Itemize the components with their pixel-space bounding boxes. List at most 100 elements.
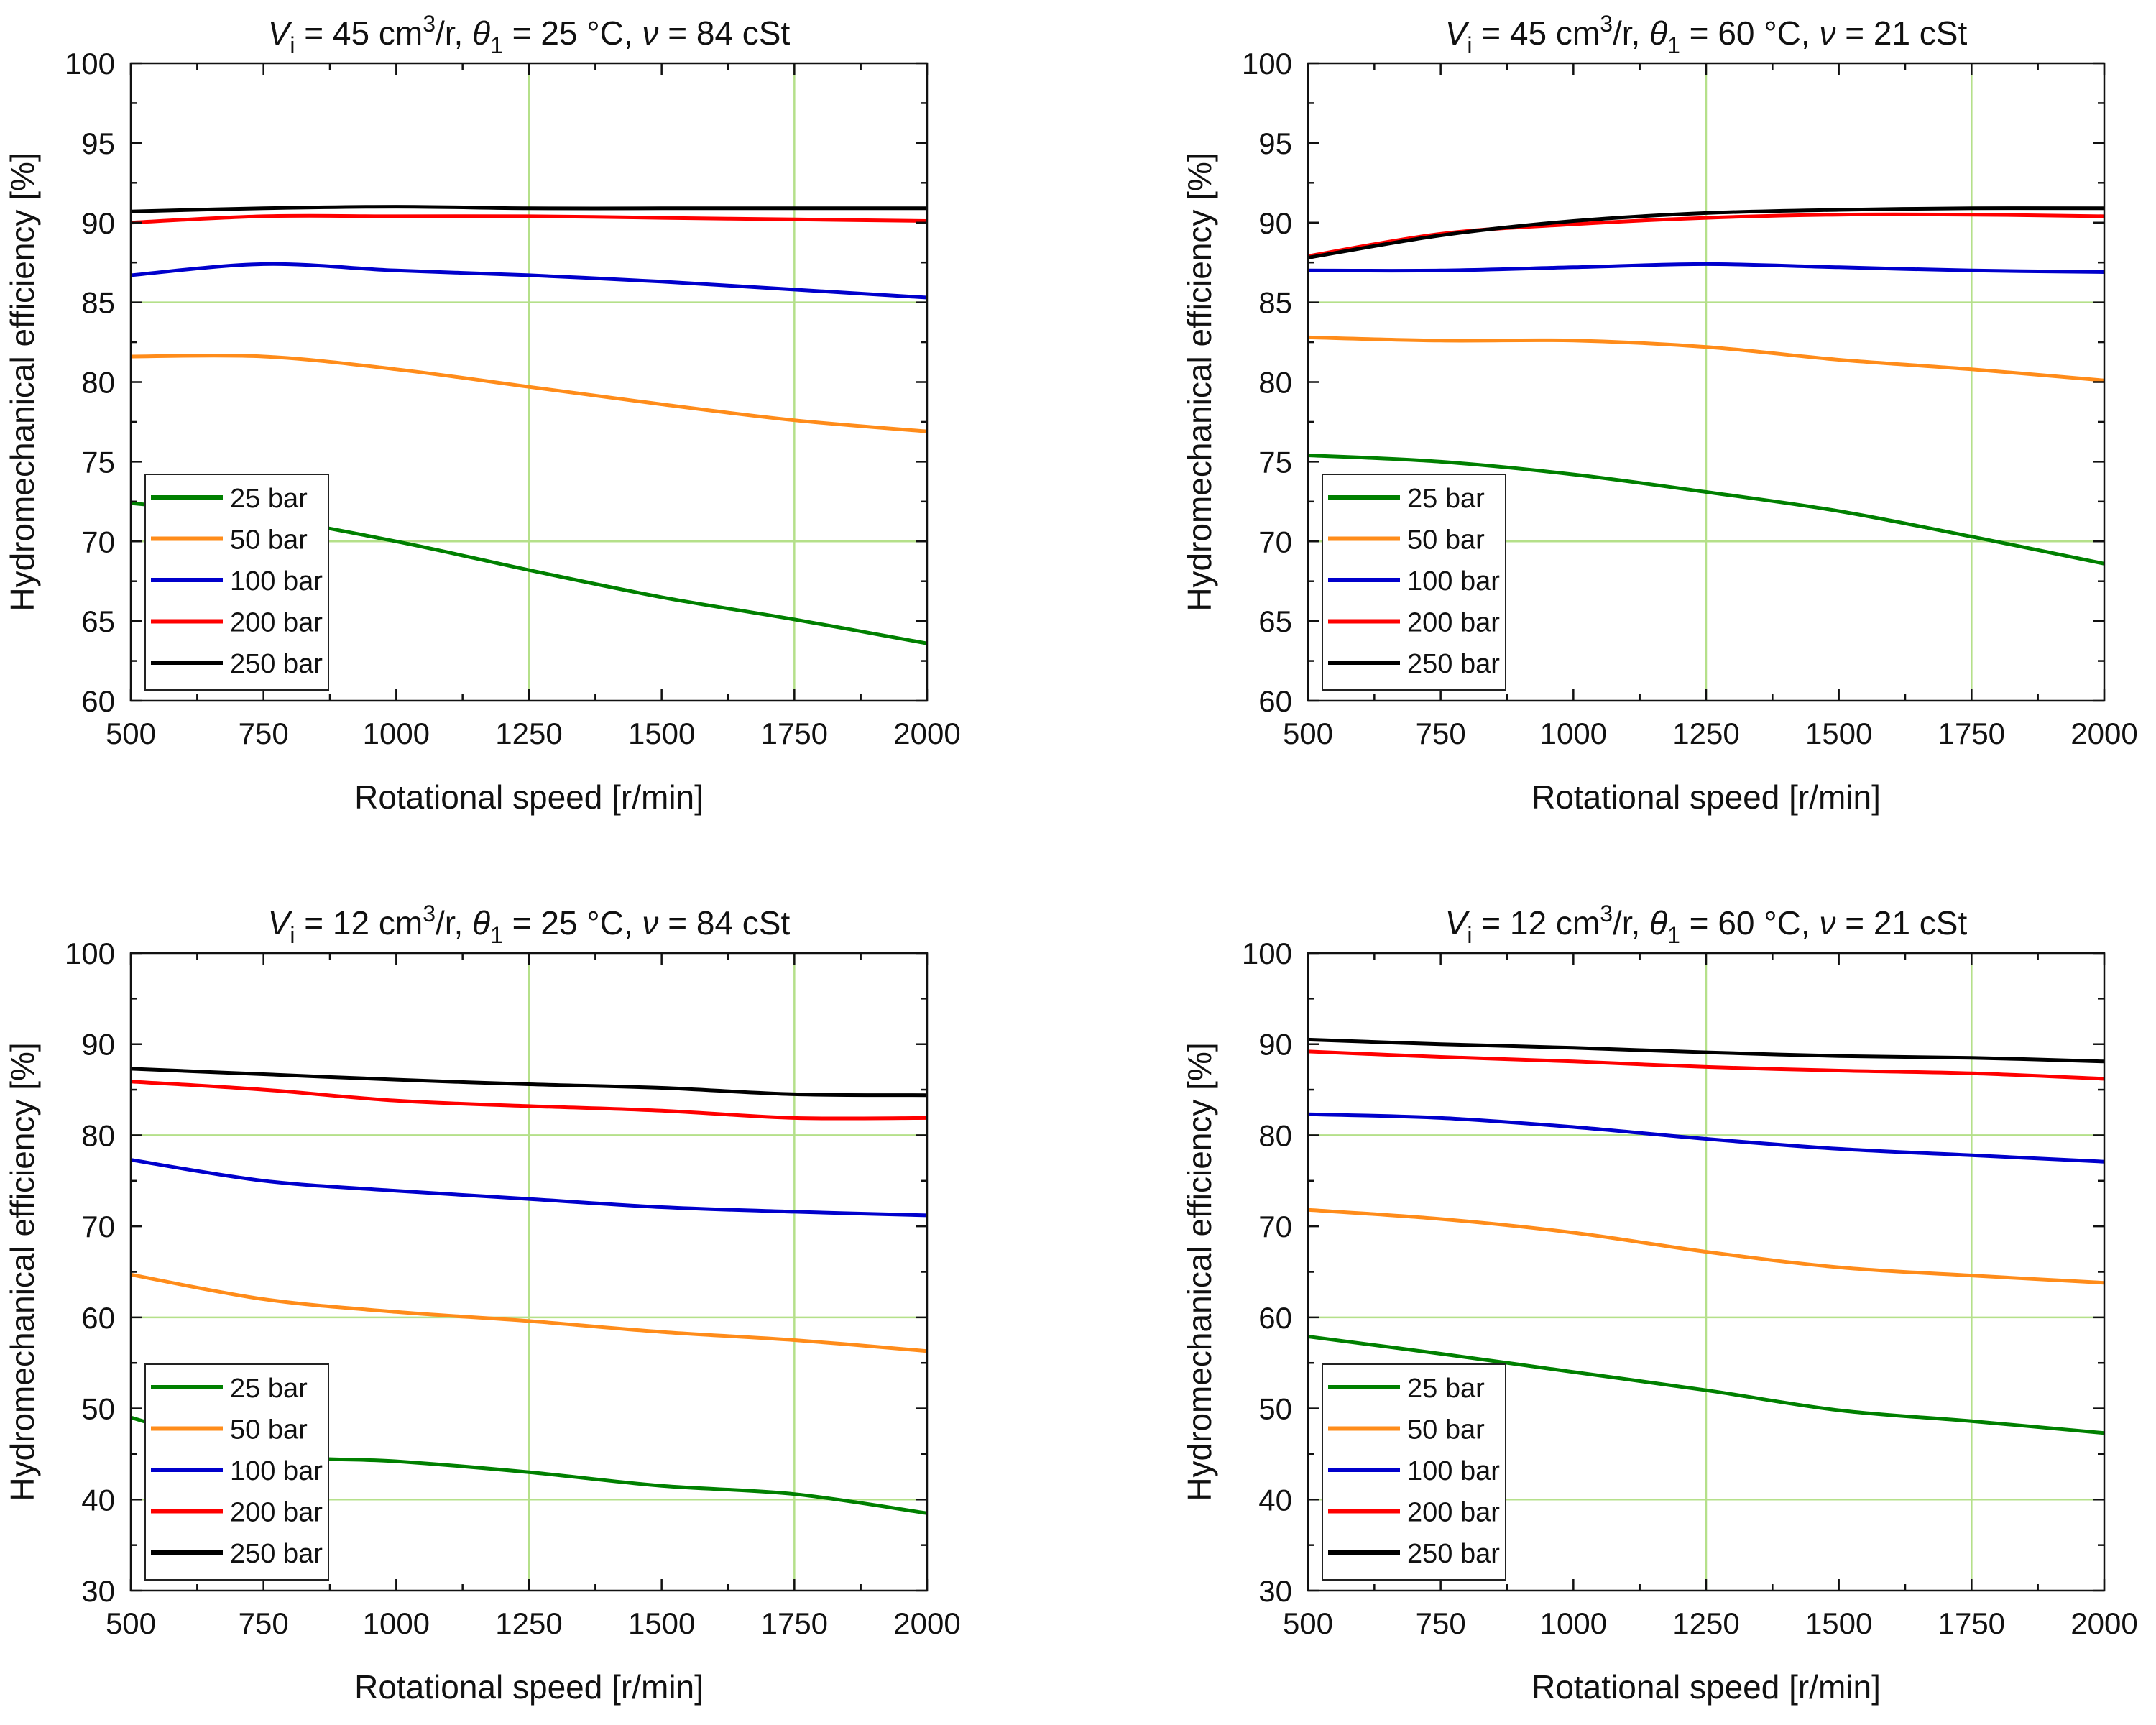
chart-title-part: ν	[642, 904, 658, 942]
chart-title-part: θ	[1649, 904, 1667, 942]
series-line-250-bar	[131, 205, 927, 213]
x-tick-label: 2000	[2070, 1606, 2137, 1640]
chart-title-part: V	[268, 14, 293, 52]
chart-title-part: = 84 cSt	[658, 904, 790, 942]
series-line-100-bar	[1308, 1112, 2104, 1164]
chart-panel-4: 500 750 1000 1250 1500 1750 2000 30 40 50 60 70 80 90…	[1181, 901, 2138, 1706]
y-tick-label: 85	[1258, 286, 1292, 320]
x-tick-label: 500	[1283, 717, 1333, 750]
series-line-50-bar	[131, 354, 927, 433]
y-tick-label: 65	[1258, 604, 1292, 638]
y-tick-label: 30	[1258, 1574, 1292, 1608]
y-tick-label: 65	[81, 604, 115, 638]
y-tick-label: 60	[1258, 684, 1292, 718]
x-tick-label: 1000	[1540, 717, 1607, 750]
legend-label: 250 bar	[1407, 649, 1500, 679]
series-line-50-bar	[1308, 1208, 2104, 1285]
x-tick-label: 750	[239, 1606, 289, 1640]
x-tick-label: 750	[1416, 1606, 1466, 1640]
x-tick-label: 1750	[761, 1606, 828, 1640]
series-line-50-bar	[1308, 335, 2104, 382]
chart-title-part: = 12 cm	[1473, 904, 1600, 942]
x-tick-label: 1500	[1805, 717, 1872, 750]
chart-title-part: ν	[642, 14, 658, 52]
x-tick-label: 1250	[1672, 717, 1739, 750]
chart-title-part: = 45 cm	[1473, 14, 1600, 52]
chart-title-part: ν	[1819, 14, 1835, 52]
legend-label: 250 bar	[1407, 1539, 1500, 1569]
legend-label: 100 bar	[1407, 1456, 1500, 1486]
legend-label: 50 bar	[230, 1415, 308, 1445]
chart-title: Vi = 12 cm3/r, θ1 = 60 °C, ν = 21 cSt	[1445, 901, 1968, 948]
chart-title-part: /r,	[436, 904, 472, 942]
chart-title-part: = 21 cSt	[1835, 14, 1967, 52]
x-tick-label: 1250	[495, 717, 562, 750]
y-tick-label: 100	[1242, 47, 1292, 80]
x-axis-label: Rotational speed [r/min]	[1531, 778, 1881, 816]
chart-title-part: 1	[490, 32, 503, 58]
chart-title-part: /r,	[436, 14, 472, 52]
y-tick-label: 90	[81, 1028, 115, 1062]
chart-title-part: = 25 °C,	[503, 14, 642, 52]
legend-label: 200 bar	[1407, 1498, 1500, 1528]
y-tick-label: 40	[1258, 1483, 1292, 1517]
y-tick-label: 100	[1242, 937, 1292, 970]
legend-label: 50 bar	[1407, 525, 1485, 556]
y-tick-label: 70	[81, 525, 115, 558]
chart-title-part: 3	[423, 901, 436, 926]
chart-title: Vi = 45 cm3/r, θ1 = 25 °C, ν = 84 cSt	[268, 11, 791, 58]
x-tick-label: 2000	[893, 717, 960, 750]
chart-title-part: 1	[1667, 922, 1680, 948]
chart-title-part: ν	[1819, 904, 1835, 942]
y-tick-label: 50	[1258, 1392, 1292, 1426]
x-tick-label: 1250	[1672, 1606, 1739, 1640]
x-tick-label: 1500	[628, 717, 695, 750]
y-tick-label: 80	[81, 366, 115, 400]
chart-panel-2: 500 750 1000 1250 1500 1750 2000 60 65 70 75 80 85 90…	[1181, 11, 2138, 816]
series-line-100-bar	[1308, 262, 2104, 274]
y-axis-label: Hydromechanical efficiency [%]	[1181, 1042, 1218, 1501]
series-line-25-bar	[1308, 1335, 2104, 1435]
chart-title-part: = 25 °C,	[503, 904, 642, 942]
series-line-250-bar	[1308, 1037, 2104, 1064]
y-tick-label: 100	[65, 937, 115, 970]
y-tick-label: 60	[1258, 1301, 1292, 1335]
x-tick-label: 1000	[1540, 1606, 1607, 1640]
series-line-25-bar	[1308, 454, 2104, 566]
chart-panel-3: 500 750 1000 1250 1500 1750 2000 30 40 50 60 70 80 90…	[4, 901, 961, 1706]
chart-title-part: = 84 cSt	[658, 14, 790, 52]
y-tick-label: 70	[1258, 525, 1292, 558]
chart-title-part: = 45 cm	[295, 14, 423, 52]
chart-title-part: 3	[1600, 901, 1613, 926]
legend: 25 bar 50 bar 100 bar 200 bar 250 bar	[1322, 474, 1506, 691]
legend-label: 200 bar	[230, 1498, 323, 1528]
y-tick-label: 80	[1258, 366, 1292, 400]
y-axis-label: Hydromechanical efficiency [%]	[1181, 152, 1218, 611]
series-line-250-bar	[1308, 206, 2104, 259]
chart-title-part: i	[1467, 32, 1472, 58]
chart-title-part: i	[290, 32, 295, 58]
x-axis-label: Rotational speed [r/min]	[1531, 1668, 1881, 1706]
legend-label: 25 bar	[230, 484, 308, 514]
y-tick-label: 85	[81, 286, 115, 320]
chart-title-part: = 60 °C,	[1680, 904, 1820, 942]
legend-label: 200 bar	[230, 608, 323, 638]
y-tick-label: 80	[1258, 1118, 1292, 1152]
x-tick-label: 750	[239, 717, 289, 750]
chart-title-part: i	[1467, 922, 1472, 948]
y-tick-label: 95	[1258, 126, 1292, 160]
legend-label: 25 bar	[230, 1374, 308, 1404]
series-line-250-bar	[131, 1067, 927, 1098]
series-line-200-bar	[131, 1080, 927, 1121]
x-tick-label: 1000	[363, 717, 430, 750]
chart-title-part: θ	[1649, 14, 1667, 52]
y-tick-label: 60	[81, 684, 115, 718]
x-tick-label: 1750	[1938, 717, 2005, 750]
legend-label: 100 bar	[230, 566, 323, 597]
y-tick-label: 75	[81, 445, 115, 479]
y-tick-label: 80	[81, 1118, 115, 1152]
y-tick-label: 60	[81, 1301, 115, 1335]
y-tick-label: 70	[81, 1210, 115, 1243]
chart-title-part: = 21 cSt	[1835, 904, 1967, 942]
